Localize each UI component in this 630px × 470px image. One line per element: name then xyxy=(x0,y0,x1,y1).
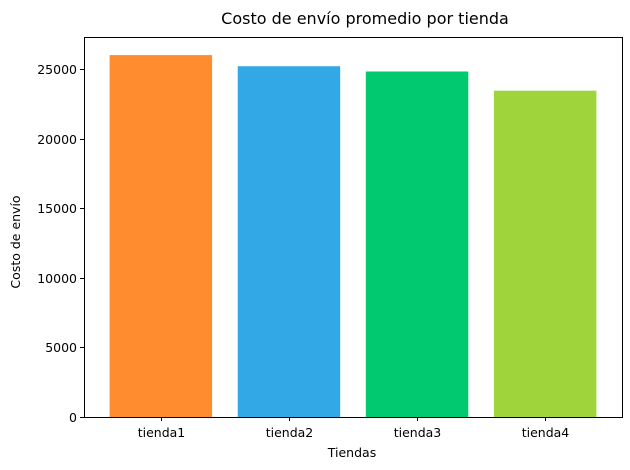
y-tick-label: 5000 xyxy=(45,340,77,355)
bar-tienda3 xyxy=(365,71,469,418)
bar-tienda2 xyxy=(237,66,341,417)
x-axis-label: Tiendas xyxy=(327,445,376,460)
y-tick-label: 0 xyxy=(69,410,77,425)
chart-title: Costo de envío promedio por tienda xyxy=(221,9,509,28)
y-tick-label: 20000 xyxy=(37,132,77,147)
y-tick-label: 15000 xyxy=(37,201,77,216)
bar-tienda4 xyxy=(493,90,597,418)
y-tick-label: 10000 xyxy=(37,271,77,286)
bar-tienda1 xyxy=(109,55,213,417)
plot-frame xyxy=(84,37,623,418)
x-tick-label-tienda1: tienda1 xyxy=(138,425,186,440)
y-axis-label: Costo de envío xyxy=(8,195,23,288)
x-tick-label-tienda3: tienda3 xyxy=(394,425,442,440)
plot-area: 0 5000 10000 15000 20000 25000 tienda1 tienda2 t… xyxy=(37,37,623,440)
x-tick-label-tienda2: tienda2 xyxy=(266,425,314,440)
y-tick-label: 25000 xyxy=(37,62,77,77)
x-tick-label-tienda4: tienda4 xyxy=(522,425,570,440)
